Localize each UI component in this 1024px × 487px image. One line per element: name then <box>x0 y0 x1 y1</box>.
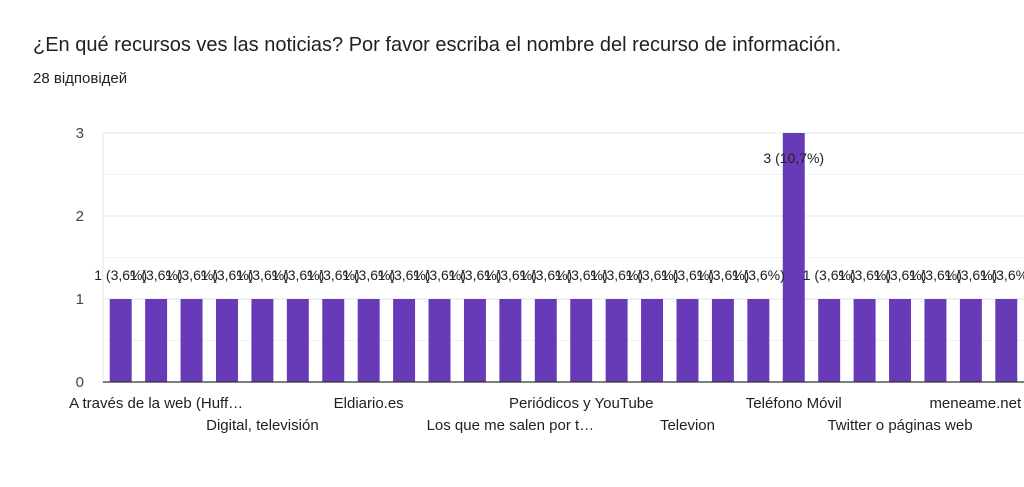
bar[interactable] <box>818 299 841 382</box>
x-tick-label: Twitter o páginas web <box>827 417 972 434</box>
y-axis-ticks: 0 1 2 3 <box>76 125 84 391</box>
x-axis-labels: A través de la web (Huff… Digital, televi… <box>69 395 1022 434</box>
data-label: 1 (3,6%) <box>271 267 324 283</box>
data-label: 1 (3,6%) <box>484 267 537 283</box>
bar[interactable] <box>889 299 912 382</box>
bar[interactable] <box>711 299 734 382</box>
bar[interactable] <box>322 299 345 382</box>
bar[interactable] <box>499 299 522 382</box>
bar[interactable] <box>676 299 699 382</box>
x-tick-label: A través de la web (Huff… <box>69 395 243 412</box>
data-label: 1 (3,6%) <box>626 267 679 283</box>
x-tick-label: meneame.net <box>929 395 1022 412</box>
data-label: 1 (3,6%) <box>307 267 360 283</box>
bar[interactable] <box>782 133 805 382</box>
bar[interactable] <box>605 299 628 382</box>
y-tick-label: 1 <box>76 291 84 308</box>
bar[interactable] <box>534 299 557 382</box>
bar[interactable] <box>570 299 593 382</box>
bar[interactable] <box>853 299 876 382</box>
x-tick-label: Digital, televisión <box>206 417 319 434</box>
bar[interactable] <box>747 299 770 382</box>
data-label: 1 (3,6%) <box>448 267 501 283</box>
x-tick-label: Televion <box>660 417 715 434</box>
data-label: 1 (3,6%) <box>413 267 466 283</box>
data-label: 1 (3,6%) <box>94 267 147 283</box>
data-label: 1 (3,6%) <box>378 267 431 283</box>
data-label: 1 (3,6%) <box>590 267 643 283</box>
data-label: 1 (3,6%) <box>201 267 254 283</box>
question-title: ¿En qué recursos ves las noticias? Por f… <box>33 34 842 56</box>
data-label: 1 (3,6%) <box>944 267 997 283</box>
bar[interactable] <box>215 299 238 382</box>
response-count: 28 відповідей <box>33 70 128 87</box>
data-label: 1 (3,6%) <box>803 267 856 283</box>
data-label: 1 (3,6%) <box>130 267 183 283</box>
x-tick-label: Los que me salen por t… <box>427 417 595 434</box>
data-label: 1 (3,6%) <box>555 267 608 283</box>
data-label: 1 (3,6%) <box>236 267 289 283</box>
x-tick-label: Teléfono Móvil <box>746 395 842 412</box>
data-label: 3 (10,7%) <box>763 150 824 166</box>
bar[interactable] <box>995 299 1018 382</box>
bar[interactable] <box>251 299 274 382</box>
data-labels: 1 (3,6%)1 (3,6%)1 (3,6%)1 (3,6%)1 (3,6%)… <box>94 150 1024 283</box>
bar[interactable] <box>959 299 982 382</box>
data-label: 1 (3,6%) <box>732 267 785 283</box>
data-label: 1 (3,6%) <box>980 267 1024 283</box>
bar[interactable] <box>180 299 203 382</box>
bars <box>109 133 1018 382</box>
data-label: 1 (3,6%) <box>165 267 218 283</box>
bar[interactable] <box>109 299 132 382</box>
bar[interactable] <box>428 299 451 382</box>
bar[interactable] <box>924 299 947 382</box>
data-label: 1 (3,6%) <box>696 267 749 283</box>
data-label: 1 (3,6%) <box>909 267 962 283</box>
data-label: 1 (3,6%) <box>838 267 891 283</box>
y-tick-label: 0 <box>76 374 84 391</box>
data-label: 1 (3,6%) <box>874 267 927 283</box>
data-label: 1 (3,6%) <box>342 267 395 283</box>
data-label: 1 (3,6%) <box>661 267 714 283</box>
bar[interactable] <box>393 299 416 382</box>
bar[interactable] <box>145 299 168 382</box>
gridlines <box>102 132 1024 383</box>
data-label: 1 (3,6%) <box>519 267 572 283</box>
x-tick-label: Eldiario.es <box>334 395 404 412</box>
bar[interactable] <box>463 299 486 382</box>
y-tick-label: 2 <box>76 208 84 225</box>
bar[interactable] <box>641 299 664 382</box>
bar[interactable] <box>286 299 309 382</box>
bar[interactable] <box>357 299 380 382</box>
y-tick-label: 3 <box>76 125 84 142</box>
x-tick-label: Periódicos y YouTube <box>509 395 654 412</box>
